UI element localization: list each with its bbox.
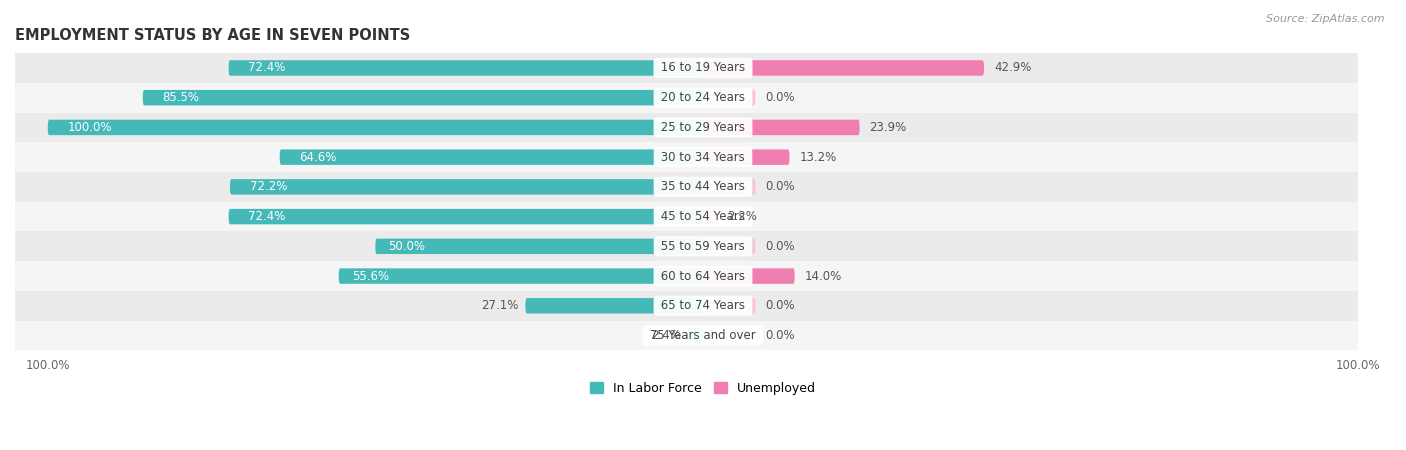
FancyBboxPatch shape	[339, 268, 703, 284]
Bar	[15, 321, 1358, 351]
FancyBboxPatch shape	[703, 179, 755, 194]
Text: 25 to 29 Years: 25 to 29 Years	[657, 121, 749, 134]
Text: 72.2%: 72.2%	[250, 180, 287, 194]
Bar	[15, 53, 1358, 83]
Text: 0.0%: 0.0%	[765, 180, 794, 194]
Text: 64.6%: 64.6%	[299, 151, 337, 164]
FancyBboxPatch shape	[375, 238, 703, 254]
FancyBboxPatch shape	[703, 238, 755, 254]
FancyBboxPatch shape	[703, 60, 984, 76]
FancyBboxPatch shape	[703, 268, 794, 284]
FancyBboxPatch shape	[231, 179, 703, 194]
Text: EMPLOYMENT STATUS BY AGE IN SEVEN POINTS: EMPLOYMENT STATUS BY AGE IN SEVEN POINTS	[15, 28, 411, 44]
Text: 42.9%: 42.9%	[994, 62, 1031, 74]
Text: 35 to 44 Years: 35 to 44 Years	[657, 180, 749, 194]
Text: 30 to 34 Years: 30 to 34 Years	[657, 151, 749, 164]
Bar	[15, 83, 1358, 112]
Bar	[15, 202, 1358, 231]
Text: 50.0%: 50.0%	[388, 240, 426, 253]
Bar	[15, 231, 1358, 261]
FancyBboxPatch shape	[703, 328, 755, 343]
Text: 14.0%: 14.0%	[804, 270, 842, 283]
Text: 2.2%: 2.2%	[727, 210, 756, 223]
FancyBboxPatch shape	[229, 60, 703, 76]
Text: 60 to 64 Years: 60 to 64 Years	[657, 270, 749, 283]
Text: 55.6%: 55.6%	[352, 270, 389, 283]
Text: 65 to 74 Years: 65 to 74 Years	[657, 299, 749, 312]
Text: 2.4%: 2.4%	[651, 329, 681, 342]
Text: Source: ZipAtlas.com: Source: ZipAtlas.com	[1267, 14, 1385, 23]
Bar	[15, 261, 1358, 291]
FancyBboxPatch shape	[703, 90, 755, 105]
FancyBboxPatch shape	[526, 298, 703, 314]
Text: 72.4%: 72.4%	[249, 210, 285, 223]
Text: 0.0%: 0.0%	[765, 240, 794, 253]
FancyBboxPatch shape	[229, 209, 703, 225]
Legend: In Labor Force, Unemployed: In Labor Force, Unemployed	[585, 377, 821, 400]
Text: 55 to 59 Years: 55 to 59 Years	[657, 240, 749, 253]
Bar	[15, 142, 1358, 172]
FancyBboxPatch shape	[48, 120, 703, 135]
FancyBboxPatch shape	[280, 149, 703, 165]
Text: 72.4%: 72.4%	[249, 62, 285, 74]
FancyBboxPatch shape	[703, 209, 717, 225]
Bar	[15, 291, 1358, 321]
Text: 0.0%: 0.0%	[765, 329, 794, 342]
Text: 85.5%: 85.5%	[163, 91, 200, 104]
Text: 0.0%: 0.0%	[765, 299, 794, 312]
FancyBboxPatch shape	[703, 149, 790, 165]
FancyBboxPatch shape	[143, 90, 703, 105]
Text: 16 to 19 Years: 16 to 19 Years	[657, 62, 749, 74]
FancyBboxPatch shape	[703, 120, 859, 135]
Bar	[15, 172, 1358, 202]
FancyBboxPatch shape	[688, 328, 703, 343]
Text: 20 to 24 Years: 20 to 24 Years	[657, 91, 749, 104]
Text: 13.2%: 13.2%	[800, 151, 837, 164]
Text: 100.0%: 100.0%	[67, 121, 112, 134]
Bar	[15, 112, 1358, 142]
Text: 23.9%: 23.9%	[869, 121, 907, 134]
FancyBboxPatch shape	[703, 298, 755, 314]
Text: 45 to 54 Years: 45 to 54 Years	[657, 210, 749, 223]
Text: 0.0%: 0.0%	[765, 91, 794, 104]
Text: 27.1%: 27.1%	[481, 299, 519, 312]
Text: 75 Years and over: 75 Years and over	[647, 329, 759, 342]
